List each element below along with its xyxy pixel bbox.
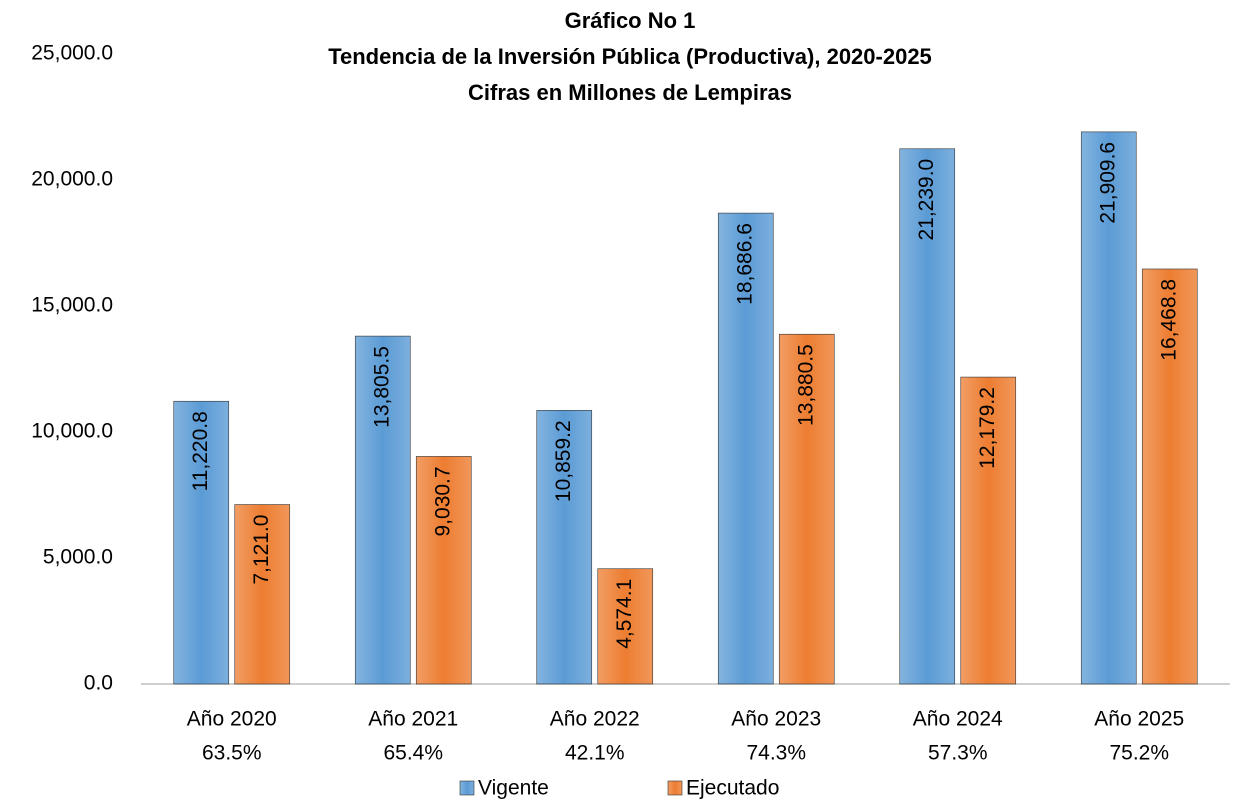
bar <box>234 504 291 685</box>
data-label: 18,686.6 <box>733 223 756 305</box>
y-tick-label: 25,000.0 <box>31 42 113 65</box>
legend-swatch <box>667 780 683 796</box>
x-tick-note: 42.1% <box>565 742 625 765</box>
y-tick-label: 10,000.0 <box>31 420 113 443</box>
y-tick-label: 0.0 <box>84 672 113 695</box>
bar <box>1080 131 1137 685</box>
bar <box>778 333 835 685</box>
data-label: 9,030.7 <box>431 466 454 536</box>
data-label: 10,859.2 <box>552 420 575 502</box>
bar <box>960 376 1017 685</box>
data-label: 13,880.5 <box>794 344 817 426</box>
x-tick-note: 65.4% <box>383 742 443 765</box>
bar <box>354 335 411 685</box>
data-label: 16,468.8 <box>1157 279 1180 361</box>
x-tick-label: Año 2023 <box>731 708 821 731</box>
x-tick-note: 74.3% <box>746 742 806 765</box>
x-tick-label: Año 2021 <box>368 708 458 731</box>
x-tick-note: 63.5% <box>202 742 262 765</box>
y-tick-label: 20,000.0 <box>31 168 113 191</box>
x-tick-label: Año 2022 <box>550 708 640 731</box>
bar <box>415 456 472 685</box>
chart-title: Tendencia de la Inversión Pública (Produ… <box>328 44 932 69</box>
data-label: 11,220.8 <box>189 411 212 491</box>
chart-title: Cifras en Millones de Lempiras <box>468 80 792 105</box>
chart-title: Gráfico No 1 <box>565 8 696 33</box>
data-label: 21,909.6 <box>1096 142 1119 224</box>
legend-swatch <box>459 780 475 796</box>
x-tick-label: Año 2024 <box>913 708 1003 731</box>
bar <box>173 400 230 685</box>
data-label: 7,121.0 <box>250 515 273 585</box>
bar <box>899 148 956 685</box>
x-tick-label: Año 2025 <box>1094 708 1184 731</box>
bar <box>597 568 654 685</box>
bar <box>536 410 593 685</box>
data-label: 12,179.2 <box>976 387 999 469</box>
legend-label: Ejecutado <box>686 777 779 800</box>
legend-label: Vigente <box>478 777 549 800</box>
bar <box>1141 268 1198 685</box>
data-label: 4,574.1 <box>613 579 636 649</box>
x-tick-note: 75.2% <box>1109 742 1169 765</box>
x-tick-label: Año 2020 <box>187 708 277 731</box>
y-tick-label: 5,000.0 <box>43 546 113 569</box>
x-tick-note: 57.3% <box>928 742 988 765</box>
y-tick-label: 15,000.0 <box>31 294 113 317</box>
data-label: 21,239.0 <box>915 159 938 241</box>
data-label: 13,805.5 <box>370 346 393 428</box>
bar <box>717 212 774 685</box>
